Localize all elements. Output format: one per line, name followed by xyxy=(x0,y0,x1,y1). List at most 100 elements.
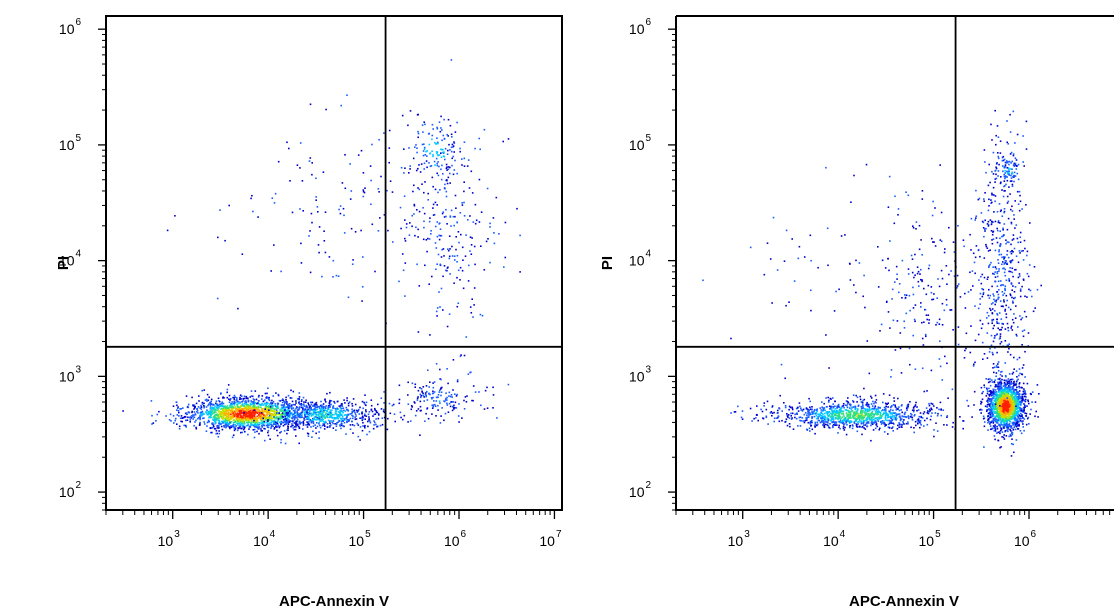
data-point xyxy=(430,397,433,399)
data-point xyxy=(351,410,354,413)
data-point xyxy=(227,416,230,419)
data-point xyxy=(358,413,361,415)
data-point xyxy=(308,235,310,237)
data-point xyxy=(345,433,347,435)
data-point xyxy=(417,136,419,139)
data-point xyxy=(423,143,425,145)
data-point xyxy=(1007,391,1010,393)
data-point xyxy=(859,414,861,417)
data-point xyxy=(824,423,827,426)
data-point xyxy=(855,423,858,425)
data-point xyxy=(212,424,215,426)
data-point xyxy=(407,394,409,396)
data-point xyxy=(826,406,828,408)
data-point xyxy=(451,245,453,248)
left-y-axis-label: PI xyxy=(55,256,72,270)
data-point xyxy=(322,403,325,405)
data-point xyxy=(438,223,440,225)
data-point xyxy=(296,418,299,421)
data-point xyxy=(462,287,465,290)
data-point xyxy=(853,411,856,413)
data-point xyxy=(1006,381,1009,383)
data-point xyxy=(248,410,250,413)
data-point xyxy=(295,426,298,428)
data-point xyxy=(306,423,309,426)
data-point xyxy=(265,416,268,419)
data-point xyxy=(278,421,281,424)
data-point xyxy=(268,424,271,426)
data-point xyxy=(880,423,883,425)
left-x-axis-label: APC-Annexin V xyxy=(279,593,389,609)
data-point xyxy=(282,424,285,427)
data-point xyxy=(380,397,383,399)
data-point xyxy=(1026,405,1028,407)
data-point xyxy=(316,425,319,428)
data-point xyxy=(485,240,488,243)
data-point xyxy=(781,410,783,412)
data-point xyxy=(209,412,212,414)
data-point xyxy=(205,406,208,408)
data-point xyxy=(903,412,906,415)
data-point xyxy=(229,417,232,419)
data-point xyxy=(838,426,840,429)
data-point xyxy=(281,407,283,410)
data-point xyxy=(217,397,220,400)
data-point xyxy=(182,407,184,409)
data-point xyxy=(422,131,424,133)
data-point xyxy=(255,398,258,401)
data-point xyxy=(992,396,995,399)
data-point xyxy=(478,137,480,140)
data-point xyxy=(1000,371,1002,373)
data-point xyxy=(330,400,333,402)
data-point xyxy=(326,426,329,428)
data-point xyxy=(876,425,879,428)
data-point xyxy=(898,424,901,426)
data-point xyxy=(328,411,330,414)
data-point xyxy=(304,401,307,403)
data-point xyxy=(285,413,288,415)
data-point xyxy=(218,427,220,429)
data-point xyxy=(257,410,260,413)
data-point xyxy=(926,423,929,426)
data-point xyxy=(867,415,869,417)
data-point xyxy=(265,397,267,399)
data-point xyxy=(419,434,421,436)
data-point xyxy=(212,404,214,406)
data-point xyxy=(760,408,762,411)
data-point xyxy=(255,420,258,422)
data-point xyxy=(285,396,287,399)
data-point xyxy=(287,394,290,397)
data-point xyxy=(217,410,220,413)
data-point xyxy=(830,406,833,408)
data-point xyxy=(206,409,208,411)
data-point xyxy=(374,270,376,273)
data-point xyxy=(193,414,195,416)
data-point xyxy=(437,141,439,144)
data-point xyxy=(808,416,810,418)
data-point xyxy=(330,403,332,406)
data-point xyxy=(371,143,373,146)
data-point xyxy=(883,406,886,409)
data-point xyxy=(429,381,431,383)
data-point xyxy=(332,422,334,425)
data-point xyxy=(992,413,994,416)
data-point xyxy=(271,418,273,420)
data-point xyxy=(309,103,312,106)
data-point xyxy=(919,426,921,429)
data-point xyxy=(438,121,441,123)
data-point xyxy=(463,181,465,183)
data-point xyxy=(798,416,801,419)
data-point xyxy=(179,408,181,410)
data-point xyxy=(783,402,785,404)
data-point xyxy=(220,425,223,428)
data-point xyxy=(441,129,443,131)
data-point xyxy=(408,172,410,174)
data-point xyxy=(218,421,220,423)
data-point xyxy=(404,295,406,297)
data-point xyxy=(354,416,356,419)
data-point xyxy=(240,395,243,397)
data-point xyxy=(999,383,1001,386)
data-point xyxy=(827,417,830,420)
data-point xyxy=(997,400,1000,403)
data-point xyxy=(1018,403,1020,406)
